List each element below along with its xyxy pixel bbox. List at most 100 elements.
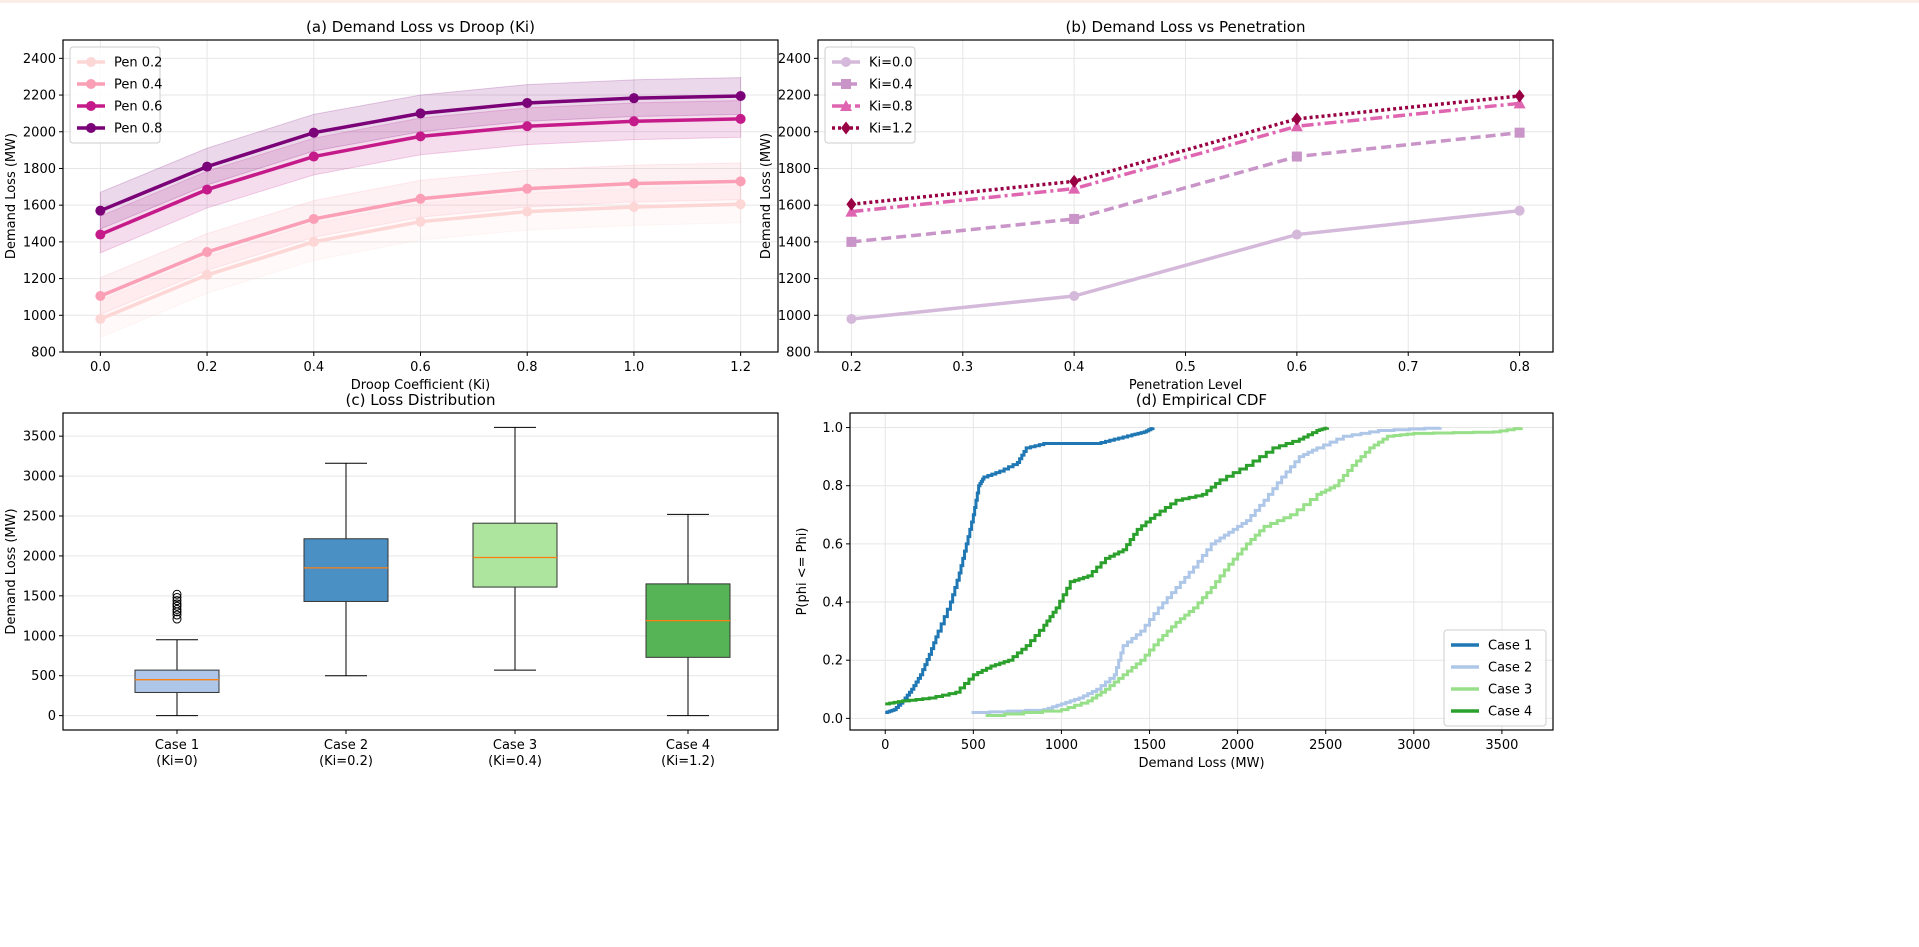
y-tick-label: 1000 [778,309,811,324]
outlier [172,614,182,624]
data-point [735,113,746,124]
y-tick-label: 1500 [23,589,56,604]
data-point [1291,229,1302,240]
legend-label: Case 4 [1488,705,1532,720]
y-tick-label: 800 [786,346,811,361]
ecdf-case-1 [885,427,1155,715]
legend-label: Ki=0.8 [869,100,913,115]
legend-label: Pen 0.6 [114,100,162,115]
y-tick-label: 1800 [778,162,811,177]
data-point [95,291,106,302]
legend-label: Case 1 [1488,639,1532,654]
x-tick-label: 0.7 [1398,360,1419,375]
data-point [202,184,213,195]
legend-box [1443,629,1547,727]
data-point [415,131,426,142]
y-tick-label: 1400 [778,235,811,250]
legend-marker [86,57,96,67]
data-point [1290,120,1303,132]
x-tick-label: 3000 [1397,738,1430,753]
y-tick-label: 2400 [778,52,811,67]
x-tick-label: 0.8 [517,360,538,375]
y-tick-label: 1600 [23,199,56,214]
legend-label: Ki=0.0 [869,56,913,71]
y-tick-label: 0 [48,709,56,724]
x-tick-label: 0 [881,738,889,753]
x-tick-label: 1.2 [730,360,751,375]
series-line [851,130,1520,244]
y-tick-label: 0.4 [822,596,843,611]
x-tick-label: 0.0 [90,360,111,375]
data-point [1291,151,1302,162]
data-point [628,178,639,189]
data-point [846,197,857,211]
legend-marker [841,121,851,135]
data-point [628,93,639,104]
legend-box [824,46,916,144]
outlier [172,596,182,606]
y-tick-label: 3500 [23,430,56,445]
data-point [845,205,858,217]
data-point [735,199,746,210]
data-point [628,202,639,213]
axes-frame [62,39,779,353]
data-point [95,205,106,216]
ecdf-case-2 [971,426,1442,715]
legend-label: Ki=1.2 [869,122,913,137]
box-case-1 [134,589,220,717]
x-tick-label: Case 2 [324,738,368,753]
y-tick-label: 2000 [23,125,56,140]
x-tick-label: 0.4 [1064,360,1085,375]
x-tick-label: 0.6 [410,360,431,375]
data-point [522,183,533,194]
y-tick-label: 1.0 [822,421,843,436]
outlier [172,604,182,614]
legend-label: Case 2 [1488,661,1532,676]
y-axis-label: Demand Loss (MW) [4,133,19,259]
data-point [415,108,426,119]
data-point [1291,112,1302,126]
outlier [172,589,182,599]
outlier [172,599,182,609]
x-tick-label: Case 4 [666,738,710,753]
x-tick-label: Case 3 [493,738,537,753]
y-tick-label: 2400 [23,52,56,67]
legend-label: Ki=0.4 [869,78,913,93]
data-point [202,269,213,280]
ecdf-case-3 [985,427,1523,717]
y-tick-label: 0.6 [822,537,843,552]
series-pen-0-6 [95,113,746,240]
x-tick-label: 1.0 [624,360,645,375]
y-tick-label: 0.2 [822,654,843,669]
box-iqr [472,522,558,588]
x-tick-label: 0.4 [303,360,324,375]
box-iqr [134,669,220,693]
box-case-4 [645,513,731,717]
y-tick-label: 1400 [23,235,56,250]
data-point [1514,89,1525,103]
y-tick-label: 1800 [23,162,56,177]
series-ki-0-4 [846,127,1525,247]
outlier [172,592,182,602]
series-ki-1-2 [846,89,1525,211]
y-axis-label: Demand Loss (MW) [759,133,774,259]
axes-frame [849,412,1554,731]
y-tick-label: 500 [31,669,56,684]
x-tick-label: 500 [961,738,986,753]
data-point [308,151,319,162]
x-tick-label: (Ki=0.4) [488,754,542,769]
y-tick-label: 1000 [23,309,56,324]
x-tick-label: 0.3 [952,360,973,375]
legend-label: Pen 0.8 [114,122,162,137]
data-point [1069,174,1080,188]
data-point [95,313,106,324]
series-line [851,208,1520,321]
legend-label: Pen 0.4 [114,78,162,93]
data-point [1514,127,1525,138]
data-point [1069,213,1080,224]
y-tick-label: 3000 [23,470,56,485]
y-tick-label: 1000 [23,629,56,644]
data-point [522,206,533,217]
x-tick-label: 0.5 [1175,360,1196,375]
legend-marker [841,79,851,89]
